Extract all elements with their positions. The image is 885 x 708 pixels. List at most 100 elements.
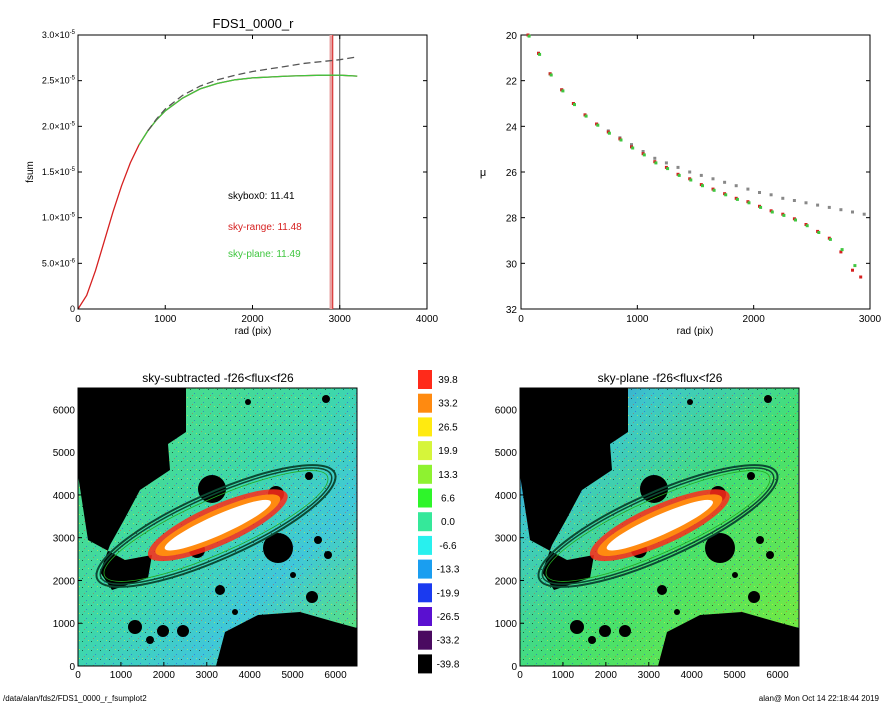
mu-data-point [747, 201, 751, 205]
sky-subtracted-title: sky-subtracted -f26<flux<f26 [142, 371, 294, 385]
y-tick-label: 2000 [53, 576, 76, 587]
footer-file-path: /data/alan/fds2/FDS1_0000_r_fsumplot2 [3, 694, 147, 703]
y-tick-label: 3.0×10-5 [42, 30, 76, 40]
mu-data-point [688, 170, 692, 174]
mu-data-point [735, 197, 739, 201]
mu-data-point [851, 210, 854, 214]
y-tick-label: 5.0×10-6 [42, 258, 76, 268]
mu-data-point [573, 103, 576, 107]
y-tick-label: 1.0×10-5 [42, 213, 76, 223]
masked-bottom-region [216, 612, 357, 666]
y-tick-label: 0 [511, 662, 517, 673]
colorbar-swatch [418, 630, 432, 650]
colorbar-swatch [418, 559, 432, 579]
mu-data-point [561, 89, 565, 93]
masked-stars [528, 395, 774, 644]
mu-data-point [746, 187, 750, 191]
colorbar-swatch [418, 654, 432, 674]
y-tick-label: 3000 [495, 534, 518, 545]
galaxy-core [589, 489, 730, 562]
x-tick-label: 3000 [196, 670, 219, 681]
y-tick-label: 22 [506, 77, 518, 88]
mu-data-point [619, 138, 623, 142]
mu-panel: 0 1000 2000 3000 20 22 24 26 28 30 32 rad (pix) μ [480, 31, 882, 337]
y-tick-label: 6000 [53, 405, 76, 416]
colorbar-label: 0.0 [441, 517, 455, 528]
y-tick-label: 5000 [53, 448, 76, 459]
masked-foreground-region [520, 388, 628, 590]
sky-subtracted-panel: sky-subtracted -f26<flux<f26 [53, 371, 358, 681]
mu-data-point [712, 188, 716, 192]
x-tick-label: 0 [518, 314, 524, 325]
y-tick-label: 4000 [53, 491, 76, 502]
fsum-plot-frame [77, 34, 428, 310]
mu-data-point [859, 275, 863, 279]
y-tick-label: 6000 [495, 405, 518, 416]
mu-data-point [724, 193, 728, 197]
mu-data-point [654, 161, 658, 165]
y-tick-label: 0 [69, 662, 75, 673]
mu-data-point [804, 201, 808, 205]
y-tick-label: 30 [506, 259, 518, 270]
y-tick-label: 2000 [495, 576, 518, 587]
colorbar-label: 19.9 [438, 446, 458, 457]
x-tick-label: 1000 [154, 314, 177, 325]
x-tick-label: 1000 [626, 314, 649, 325]
mu-data-point [676, 165, 680, 169]
x-tick-label: 3000 [859, 314, 882, 325]
y-tick-label: 1.5×10-5 [42, 167, 76, 177]
mu-data-point [642, 153, 646, 157]
mu-data-point [699, 173, 703, 177]
aperture-ellipses [537, 464, 779, 588]
skybox0-annotation: skybox0: 11.41 [228, 191, 295, 202]
figure: FDS1_0000_r 0 1000 2000 3000 4000 05.0×10-61… [25, 16, 882, 681]
colorbar-swatch [418, 583, 432, 603]
x-tick-label: 0 [517, 670, 523, 681]
fsum-x-axis-label: rad (pix) [235, 326, 272, 337]
sky-plane-frame [519, 387, 800, 667]
mu-data-point [828, 237, 832, 241]
mu-data-point [527, 34, 531, 38]
y-tick-label: 28 [506, 214, 518, 225]
mu-data-point [839, 250, 843, 254]
x-tick-label: 6000 [324, 670, 347, 681]
mu-data-point [817, 231, 821, 234]
mu-data-point [840, 248, 844, 252]
colorbar-swatch [418, 488, 432, 508]
y-tick-label: 4000 [495, 491, 518, 502]
x-tick-label: 4000 [239, 670, 262, 681]
colorbar-label: -33.2 [437, 636, 460, 647]
mu-data-point [596, 123, 600, 127]
colorbar-swatch [418, 393, 432, 413]
mu-data-point [769, 193, 773, 197]
mu-data-point [723, 180, 727, 184]
fsum-series-line [147, 56, 358, 132]
y-tick-label: 0 [70, 304, 75, 314]
fsum-series-line [77, 74, 358, 310]
colorbar-label: -26.5 [437, 612, 460, 623]
x-tick-label: 2000 [595, 670, 618, 681]
mu-data-point [630, 143, 633, 147]
y-tick-label: 20 [506, 31, 518, 42]
colorbar: 39.8 33.2 26.5 19.9 13.3 6.6 0.0 -6.6 -13.3 -19.9… [418, 370, 460, 674]
y-tick-label: 1000 [53, 619, 76, 630]
y-tick-label: 24 [506, 122, 518, 133]
colorbar-label: -19.9 [437, 588, 460, 599]
x-tick-label: 0 [75, 314, 81, 325]
mu-data-point [862, 212, 866, 216]
x-tick-label: 3000 [329, 314, 352, 325]
fsum-series-line [138, 74, 358, 145]
masked-bottom-region [658, 612, 799, 666]
y-tick-label: 2.5×10-5 [42, 76, 76, 86]
sky-plane-title: sky-plane -f26<flux<f26 [598, 371, 723, 385]
mu-data-point [538, 52, 542, 56]
x-tick-label: 5000 [723, 670, 746, 681]
colorbar-label: 26.5 [438, 422, 458, 433]
sky-plane-annotation: sky-plane: 11.49 [228, 249, 301, 260]
masked-foreground-region [78, 388, 186, 590]
mu-data-point [827, 205, 831, 209]
x-tick-label: 5000 [281, 670, 304, 681]
colorbar-label: 13.3 [438, 470, 458, 481]
galaxy-core [147, 489, 288, 562]
y-tick-label: 1000 [495, 619, 518, 630]
